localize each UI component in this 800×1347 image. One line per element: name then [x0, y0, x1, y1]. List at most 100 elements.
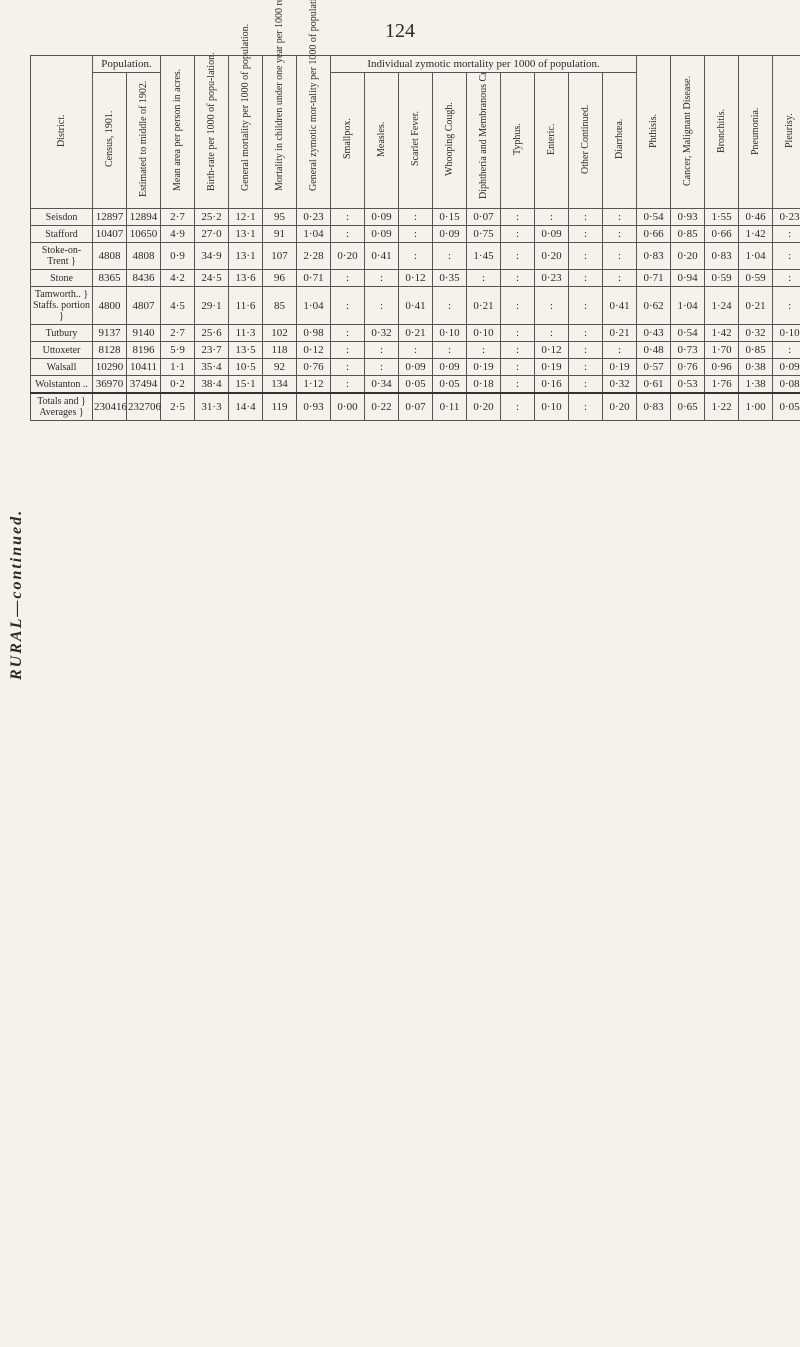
data-cell: 0·21 [467, 287, 501, 325]
data-cell: 0·20 [603, 393, 637, 421]
data-cell: 0·85 [739, 342, 773, 359]
data-cell: : [569, 243, 603, 270]
district-cell: Wolstanton .. [31, 376, 93, 394]
col-bronchitis: Bronchitis. [716, 67, 727, 195]
data-cell: 0·19 [535, 359, 569, 376]
data-cell: 4808 [127, 243, 161, 270]
data-cell: 12894 [127, 209, 161, 226]
data-cell: 0·59 [739, 270, 773, 287]
district-cell: Totals and } Averages } [31, 393, 93, 421]
data-cell: 1·00 [739, 393, 773, 421]
data-cell: 8365 [93, 270, 127, 287]
data-cell: 0·62 [637, 287, 671, 325]
col-typhus: Typhus. [512, 75, 523, 203]
data-cell: 13·1 [229, 243, 263, 270]
data-cell: 0·05 [399, 376, 433, 394]
data-cell: : [569, 393, 603, 421]
data-cell: 1·04 [739, 243, 773, 270]
data-cell: 0·53 [671, 376, 705, 394]
data-cell: : [331, 342, 365, 359]
data-cell: 0·10 [467, 325, 501, 342]
data-cell: 0·09 [433, 359, 467, 376]
data-cell: 0·15 [433, 209, 467, 226]
data-cell: 10407 [93, 226, 127, 243]
data-cell: 27·0 [195, 226, 229, 243]
mortality-table: District. Population. Mean area per pers… [30, 55, 800, 421]
table-row: Stoke-on-Trent }480848080·934·913·11072·… [31, 243, 800, 270]
data-cell: 8436 [127, 270, 161, 287]
col-whooping: Whooping Cough. [444, 75, 455, 203]
data-cell: 0·10 [773, 325, 800, 342]
col-enteric: Enteric. [546, 75, 557, 203]
district-cell: Stone [31, 270, 93, 287]
page-number: 124 [30, 20, 770, 43]
data-cell: : [773, 342, 800, 359]
data-cell: 102 [263, 325, 297, 342]
data-cell: 0·93 [671, 209, 705, 226]
data-cell: : [501, 325, 535, 342]
data-cell: 0·12 [535, 342, 569, 359]
data-cell: 0·41 [365, 243, 399, 270]
data-cell: 0·11 [433, 393, 467, 421]
data-cell: 0·32 [739, 325, 773, 342]
col-cancer: Cancer, Malignant Disease. [682, 67, 693, 195]
data-cell: 4800 [93, 287, 127, 325]
data-cell: 0·73 [671, 342, 705, 359]
data-cell: 13·1 [229, 226, 263, 243]
data-cell: 34·9 [195, 243, 229, 270]
data-cell: : [501, 287, 535, 325]
table-row: Uttoxeter812881965·923·713·51180·12:::::… [31, 342, 800, 359]
col-pneumonia: Pneumonia. [750, 67, 761, 195]
data-cell: 0·23 [773, 209, 800, 226]
data-cell: : [773, 287, 800, 325]
data-cell: 134 [263, 376, 297, 394]
data-cell: 1·04 [671, 287, 705, 325]
data-cell: 85 [263, 287, 297, 325]
data-cell: 0·85 [671, 226, 705, 243]
data-cell: 0·71 [297, 270, 331, 287]
data-cell: 0·19 [467, 359, 501, 376]
data-cell: : [501, 376, 535, 394]
data-cell: 1·24 [705, 287, 739, 325]
data-cell: : [773, 270, 800, 287]
data-cell: 0·2 [161, 376, 195, 394]
data-cell: 0·16 [535, 376, 569, 394]
data-cell: 12·1 [229, 209, 263, 226]
data-cell: 1·22 [705, 393, 739, 421]
table-row: Tamworth.. } Staffs. portion }480048074·… [31, 287, 800, 325]
data-cell: 36970 [93, 376, 127, 394]
data-cell: : [603, 342, 637, 359]
data-cell: : [569, 287, 603, 325]
data-cell: : [603, 226, 637, 243]
table-row: Stafford10407106504·927·013·1911·04:0·09… [31, 226, 800, 243]
data-cell: 5·9 [161, 342, 195, 359]
data-cell: 0·38 [739, 359, 773, 376]
data-cell: 1·76 [705, 376, 739, 394]
data-cell: 0·32 [603, 376, 637, 394]
data-cell: : [569, 226, 603, 243]
district-cell: Tamworth.. } Staffs. portion } [31, 287, 93, 325]
data-cell: : [569, 342, 603, 359]
data-cell: 1·1 [161, 359, 195, 376]
col-measles: Measles. [376, 75, 387, 203]
data-cell: 0·09 [399, 359, 433, 376]
data-cell: 0·48 [637, 342, 671, 359]
data-cell: : [365, 359, 399, 376]
col-diarrhoea: Diarrhœa. [614, 75, 625, 203]
data-cell: 0·20 [331, 243, 365, 270]
data-cell: 29·1 [195, 287, 229, 325]
col-genmort: General mortality per 1000 of population… [240, 67, 251, 195]
data-cell: 96 [263, 270, 297, 287]
totals-row: Totals and } Averages }2304162327062·531… [31, 393, 800, 421]
data-cell: : [331, 376, 365, 394]
data-cell: : [501, 209, 535, 226]
table-row: Seisdon12897128942·725·212·1950·23:0·09:… [31, 209, 800, 226]
data-cell: : [569, 376, 603, 394]
data-cell: : [535, 209, 569, 226]
data-cell: 0·32 [365, 325, 399, 342]
grp-population: Population. [101, 58, 151, 70]
data-cell: : [569, 209, 603, 226]
data-cell: 0·20 [535, 243, 569, 270]
data-cell: : [365, 342, 399, 359]
data-cell: : [433, 342, 467, 359]
